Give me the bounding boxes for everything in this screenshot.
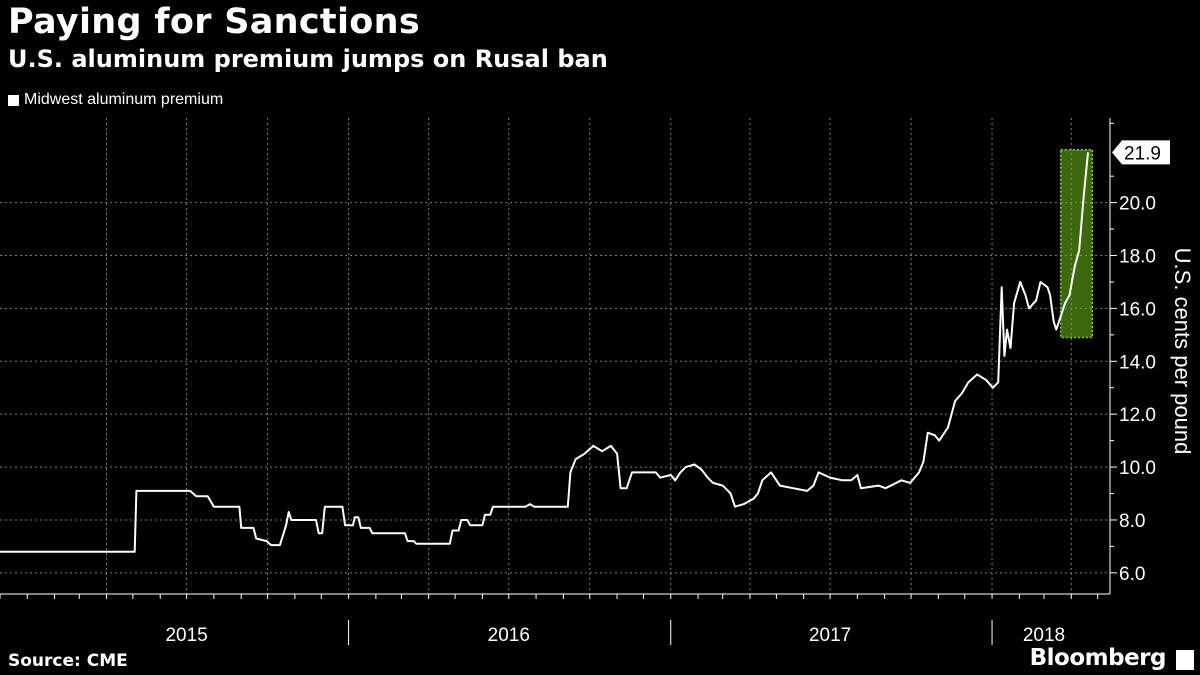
series-layer	[0, 152, 1089, 553]
y-tick-label: 14.0	[1119, 352, 1156, 373]
legend-label: Midwest aluminum premium	[24, 91, 224, 108]
axes	[0, 118, 1117, 645]
last-value-label: 21.9	[1124, 143, 1161, 164]
source-note: Source: CME	[8, 651, 128, 671]
legend-swatch	[8, 94, 19, 106]
legend: Midwest aluminum premium	[8, 91, 223, 109]
y-tick-label: 16.0	[1119, 299, 1156, 320]
x-tick-label: 2016	[488, 625, 530, 646]
grid	[0, 118, 1110, 594]
chart-title: Paying for Sanctions	[8, 2, 420, 42]
y-tick-label: 18.0	[1119, 247, 1156, 268]
bloomberg-chart-icon	[1176, 650, 1194, 670]
last-value-callout: 21.9	[1112, 140, 1170, 165]
y-tick-label: 6.0	[1119, 564, 1145, 585]
y-tick-label: 12.0	[1119, 405, 1156, 426]
highlight-layer	[1059, 148, 1094, 339]
y-tick-label: 8.0	[1119, 511, 1145, 532]
y-tick-label: 10.0	[1119, 458, 1156, 479]
chart-subtitle: U.S. aluminum premium jumps on Rusal ban	[8, 45, 608, 73]
y-axis-title: U.S. cents per pound	[1170, 248, 1195, 455]
x-tick-label: 2018	[1023, 625, 1065, 646]
series-line-midwest-aluminum-premium	[0, 152, 1089, 553]
x-tick-label: 2017	[809, 625, 851, 646]
last-value-box	[1112, 140, 1170, 165]
rusal-ban-highlight	[1059, 148, 1094, 339]
axis-labels: 6.0 8.0 10.0 12.0 14.0 16.0 18.0 20.0 2015 2016 20…	[165, 140, 1195, 646]
bloomberg-logo: Bloomberg	[1029, 645, 1167, 671]
y-tick-label: 20.0	[1119, 194, 1156, 215]
x-tick-label: 2015	[165, 625, 207, 646]
